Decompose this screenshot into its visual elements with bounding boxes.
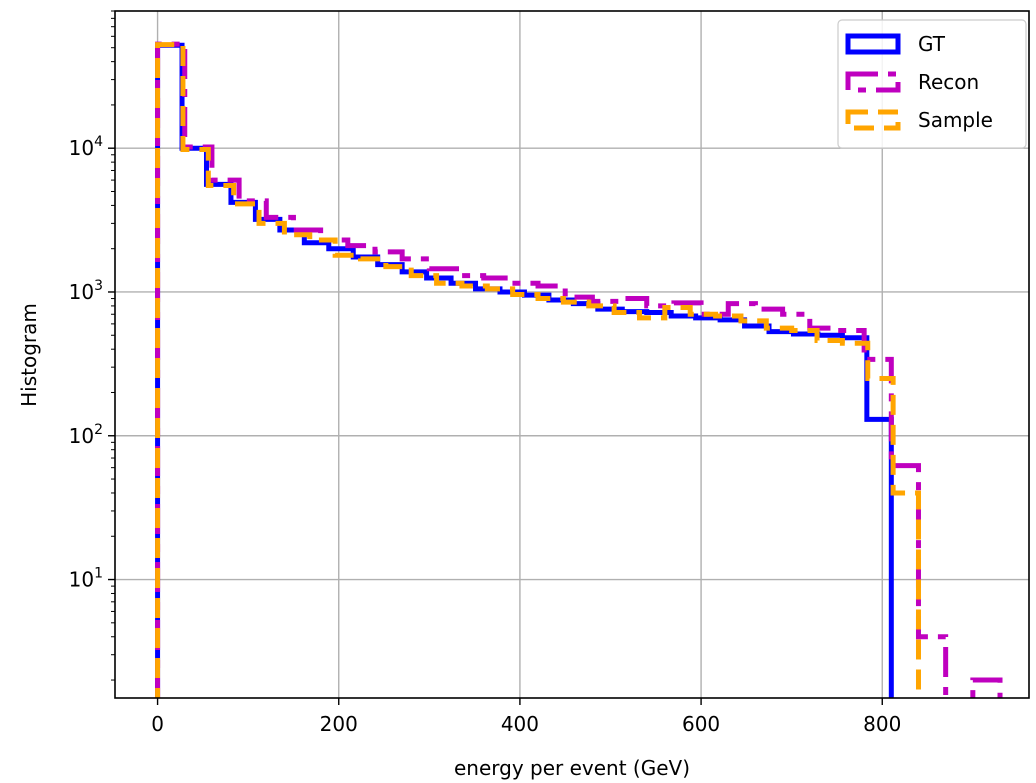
x-tick-label: 400 [501, 712, 539, 736]
legend: GT Recon Sample [837, 19, 1027, 149]
legend-label-gt: GT [918, 32, 946, 56]
x-tick-label: 200 [320, 712, 358, 736]
y-axis: 101 102 103 104 [69, 10, 115, 681]
x-tick-label: 0 [151, 712, 164, 736]
series-layer [155, 41, 1003, 698]
x-axis: 0 200 400 600 800 [151, 698, 901, 736]
legend-label-recon: Recon [918, 70, 979, 94]
y-tick-label: 101 [69, 566, 103, 592]
y-tick-label: 103 [69, 278, 103, 304]
y-tick-label: 102 [69, 422, 103, 448]
legend-label-sample: Sample [918, 108, 993, 132]
x-tick-label: 800 [863, 712, 901, 736]
legend-swatch-recon [845, 71, 901, 93]
y-tick-label: 104 [69, 134, 103, 160]
x-tick-label: 600 [682, 712, 720, 736]
y-axis-label: Histogram [17, 303, 41, 407]
series-sample-line [155, 42, 921, 698]
legend-swatch-sample [845, 109, 901, 131]
x-axis-label: energy per event (GeV) [454, 756, 690, 780]
series-gt-line [155, 42, 894, 698]
legend-swatch-gt [845, 33, 901, 55]
plot-frame [114, 10, 1030, 699]
